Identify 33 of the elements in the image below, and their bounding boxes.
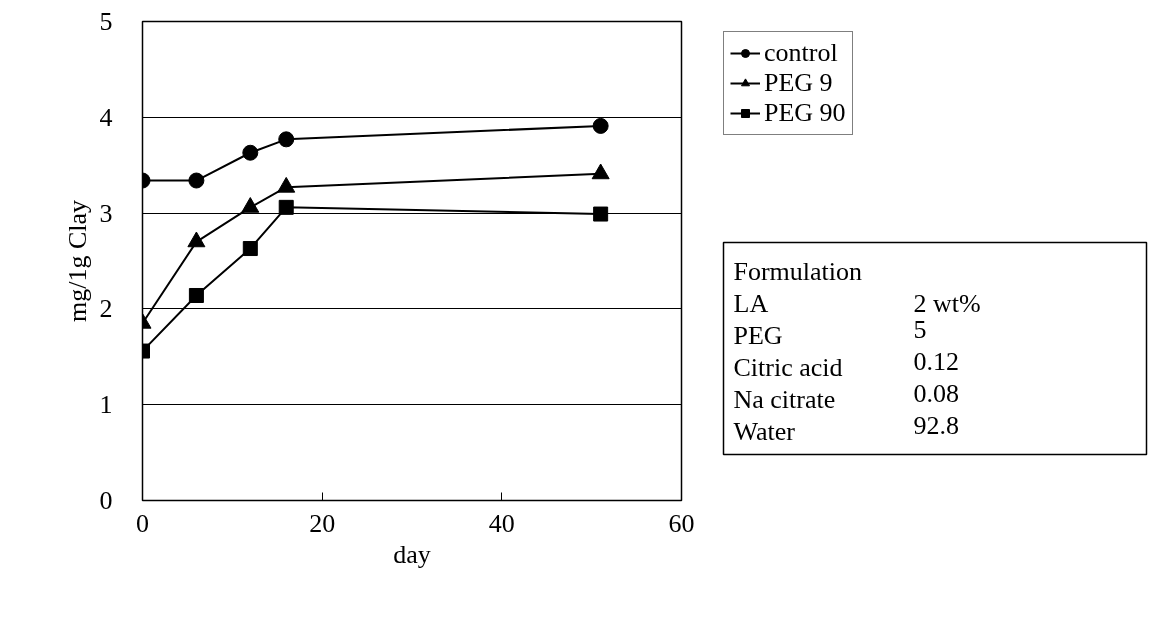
text: 92.8 [913, 410, 959, 440]
x-tick-label: 60 [668, 508, 695, 538]
x-tick-label: 40 [488, 508, 515, 538]
point [278, 131, 295, 148]
point [187, 231, 206, 248]
legend-label: PEG 90 [764, 98, 846, 128]
point [592, 117, 609, 134]
y-tick-label: 2 [99, 294, 113, 324]
x-axis-title: day [393, 539, 431, 569]
legend-label: control [764, 38, 838, 68]
y-tick-label: 3 [99, 198, 113, 228]
y-tick-label: 0 [99, 486, 113, 515]
legend-label: PEG 9 [764, 68, 833, 98]
text: PEG [733, 320, 783, 350]
point [593, 206, 609, 222]
y-tick-label: 5 [99, 7, 113, 36]
text: 0.12 [913, 346, 959, 376]
point [188, 287, 204, 303]
text: Formulation [733, 256, 863, 286]
text: 0.08 [913, 378, 959, 408]
point [278, 199, 294, 215]
x-tick-label: 0 [136, 508, 149, 538]
point [242, 241, 258, 257]
text: Water [733, 416, 796, 446]
y-axis-title: mg/1g Clay [62, 199, 92, 323]
text: Na citrate [733, 384, 836, 414]
x-tick-label: 20 [309, 508, 336, 538]
y-tick-label: 1 [99, 390, 113, 420]
y-tick-label: 4 [99, 102, 113, 132]
text: LA [733, 288, 769, 318]
point [188, 172, 205, 189]
text: Citric acid [733, 352, 843, 382]
point [242, 144, 259, 161]
